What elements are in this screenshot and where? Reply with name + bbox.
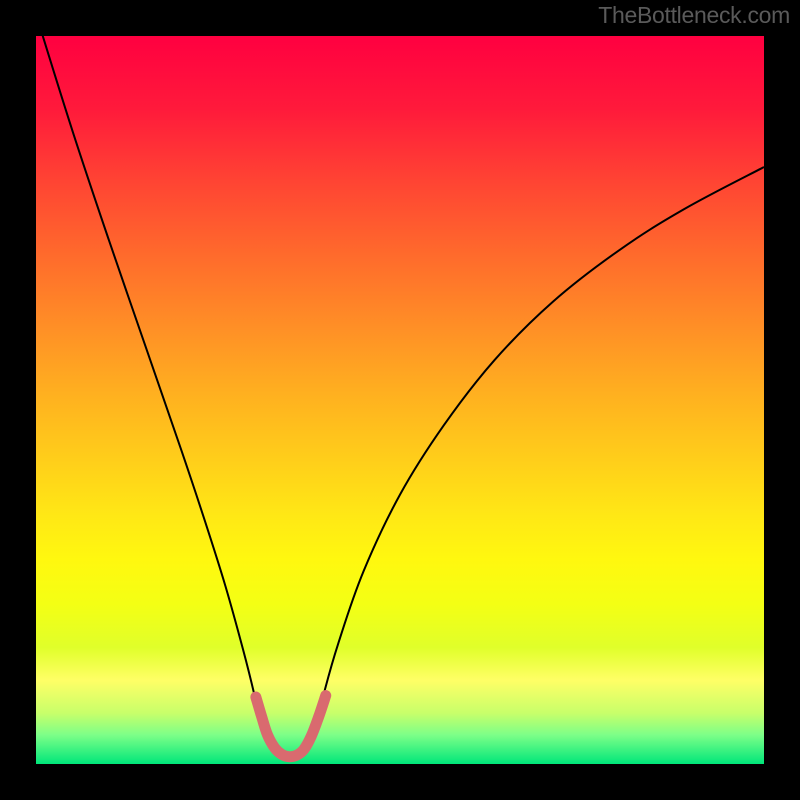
chart-background: [36, 36, 764, 764]
bottleneck-chart: [0, 0, 800, 800]
watermark-text: TheBottleneck.com: [598, 2, 790, 29]
